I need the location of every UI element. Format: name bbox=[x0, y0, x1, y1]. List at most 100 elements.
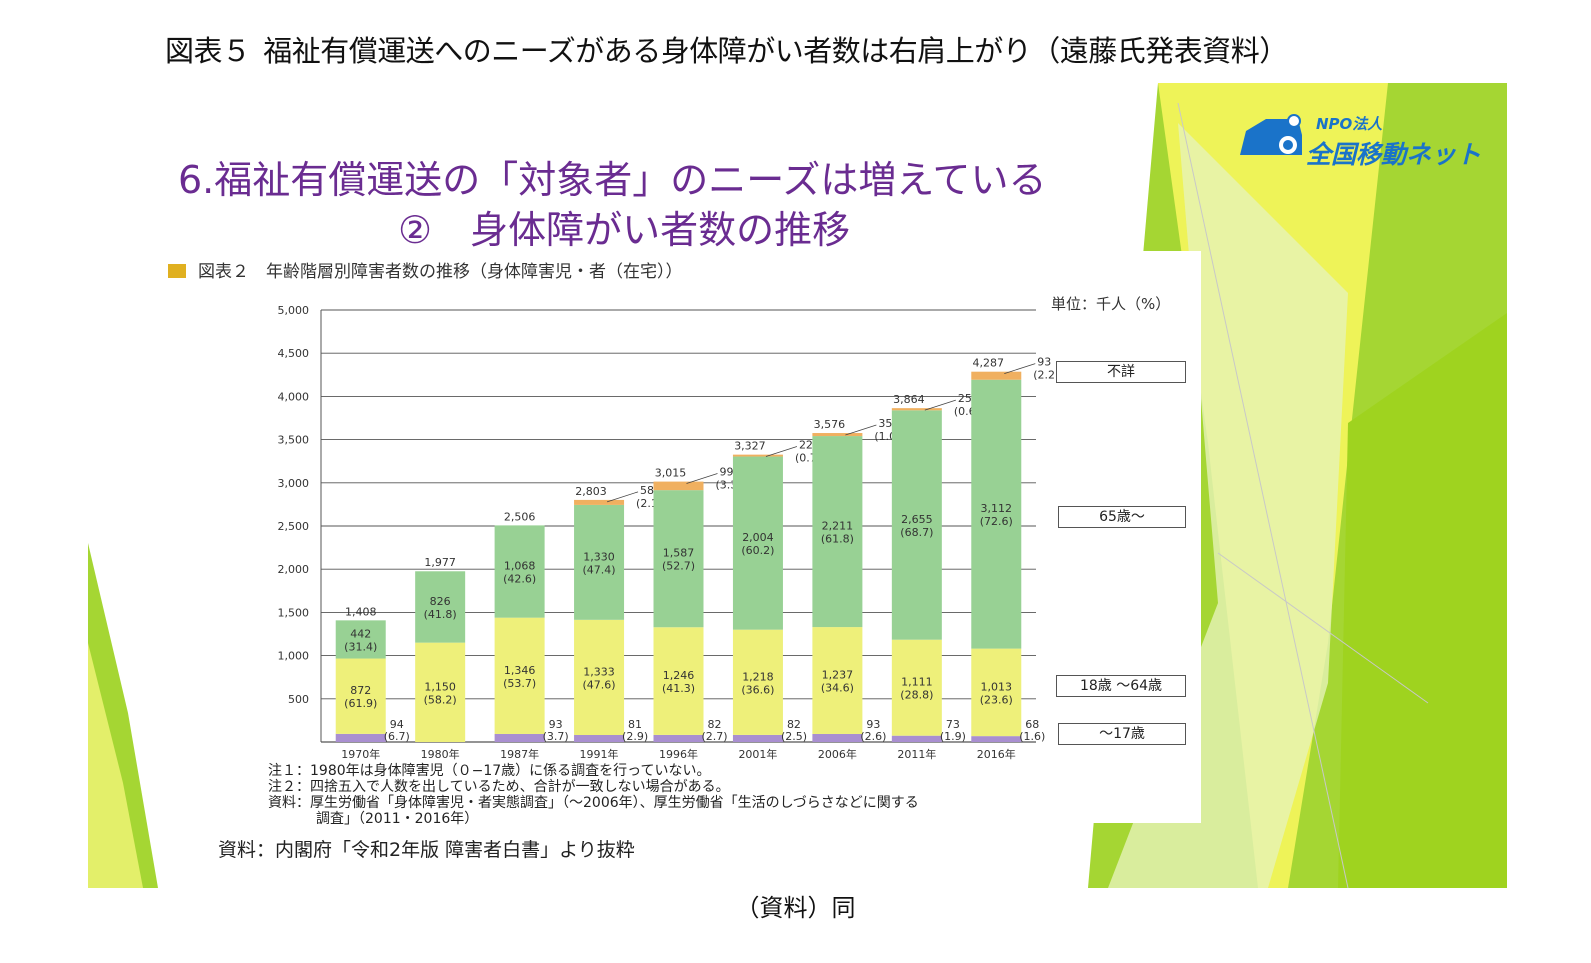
bar-segment-18歳〜64歳 bbox=[415, 642, 466, 742]
note-source: 資料：厚生労働省「身体障害児・者実態調査」（〜2006年）、厚生労働省「生活のし… bbox=[268, 795, 919, 811]
x-tick-label: 2001年 bbox=[738, 747, 777, 761]
bar-segment-65歳〜 bbox=[891, 410, 942, 640]
segment-pct-label: (41.8) bbox=[424, 608, 457, 621]
figure-title: 図表５ 福祉有償運送へのニーズがある身体障がい者数は右肩上がり（遠藤氏発表資料） bbox=[165, 28, 1292, 70]
caption-swatch bbox=[168, 264, 186, 278]
under17-pct-label: (1.9) bbox=[940, 730, 966, 743]
segment-pct-label: (28.8) bbox=[900, 689, 933, 702]
under17-value-label: 94 bbox=[390, 718, 404, 731]
leader-line bbox=[1004, 363, 1036, 374]
under17-pct-label: (2.7) bbox=[702, 730, 728, 743]
segment-value-label: 1,246 bbox=[663, 669, 695, 682]
segment-pct-label: (47.4) bbox=[583, 563, 616, 576]
total-label: 4,287 bbox=[973, 357, 1005, 370]
leader-line bbox=[765, 446, 798, 457]
segment-pct-label: (68.7) bbox=[900, 526, 933, 539]
under17-value-label: 82 bbox=[708, 718, 722, 731]
bar-segment-65歳〜 bbox=[494, 525, 545, 618]
y-tick-label: 2,000 bbox=[278, 563, 310, 576]
bar-segment-65歳〜 bbox=[335, 620, 386, 659]
total-label: 3,327 bbox=[734, 440, 766, 453]
segment-value-label: 442 bbox=[350, 627, 371, 640]
leader-line bbox=[686, 473, 718, 484]
bg-left-yellow bbox=[88, 643, 143, 888]
slide-heading: 6.福祉有償運送の「対象者」のニーズは増えている ② 身体障がい者数の推移 bbox=[178, 155, 1178, 255]
segment-pct-label: (34.6) bbox=[821, 682, 854, 695]
legend-under17: 〜17歳 bbox=[1058, 723, 1186, 745]
legend-18-64: 18歳 〜64歳 bbox=[1056, 675, 1186, 697]
logo-name: 全国移動ネット bbox=[1306, 140, 1482, 169]
unknown-pct-label: (2.2) bbox=[1033, 369, 1059, 382]
segment-pct-label: (36.6) bbox=[741, 683, 774, 696]
under17-pct-label: (2.5) bbox=[781, 730, 807, 743]
bar-segment-不詳 bbox=[574, 499, 625, 505]
y-tick-label: 3,500 bbox=[278, 434, 310, 447]
bar-segment-65歳〜 bbox=[971, 379, 1022, 649]
under17-value-label: 81 bbox=[628, 718, 642, 731]
y-tick-label: 1,000 bbox=[278, 650, 310, 663]
total-label: 1,977 bbox=[424, 556, 456, 569]
bar-segment-18歳〜64歳 bbox=[971, 648, 1022, 737]
segment-pct-label: (60.2) bbox=[741, 544, 774, 557]
y-tick-label: 4,500 bbox=[278, 347, 310, 360]
unknown-value-label: 58 bbox=[640, 484, 654, 497]
total-label: 3,864 bbox=[893, 393, 925, 406]
legend-unknown: 不詳 bbox=[1056, 361, 1186, 383]
under17-value-label: 93 bbox=[549, 718, 563, 731]
x-tick-label: 1987年 bbox=[500, 747, 539, 761]
segment-pct-label: (72.6) bbox=[980, 515, 1013, 528]
bar-segment-不詳 bbox=[653, 481, 704, 491]
unit-label: 単位：千人（%） bbox=[1051, 295, 1171, 313]
bar-segment-18歳〜64歳 bbox=[891, 639, 942, 736]
segment-pct-label: (53.7) bbox=[503, 677, 536, 690]
segment-pct-label: (61.8) bbox=[821, 533, 854, 546]
note-source-cont: 調査」（2011・2016年） bbox=[316, 811, 479, 827]
segment-value-label: 2,655 bbox=[901, 513, 933, 526]
total-label: 1,408 bbox=[345, 605, 377, 618]
segment-pct-label: (41.3) bbox=[662, 682, 695, 695]
bar-segment-18歳〜64歳 bbox=[335, 658, 386, 734]
under17-value-label: 82 bbox=[787, 718, 801, 731]
chart-panel: 図表２ 年齢階層別障害者数の推移（身体障害児・者（在宅）） 単位：千人（%） 5… bbox=[166, 251, 1201, 827]
bar-segment-〜17歳 bbox=[653, 734, 704, 742]
bar-segment-18歳〜64歳 bbox=[494, 617, 545, 734]
bar-segment-〜17歳 bbox=[335, 733, 386, 742]
y-tick-label: 3,000 bbox=[278, 477, 310, 490]
note-2: 注２：四捨五入で人数を出しているため、合計が一致しない場合がある。 bbox=[268, 779, 730, 795]
unknown-value-label: 93 bbox=[1037, 356, 1051, 369]
under17-value-label: 73 bbox=[946, 718, 960, 731]
unknown-value-label: 35 bbox=[878, 417, 892, 430]
bar-segment-65歳〜 bbox=[732, 456, 783, 630]
x-tick-label: 1991年 bbox=[580, 747, 619, 761]
y-tick-label: 500 bbox=[288, 693, 309, 706]
segment-value-label: 1,330 bbox=[583, 550, 615, 563]
unknown-value-label: 99 bbox=[720, 466, 734, 479]
under17-value-label: 93 bbox=[866, 718, 880, 731]
bar-segment-〜17歳 bbox=[971, 736, 1022, 742]
segment-pct-label: (23.6) bbox=[980, 693, 1013, 706]
bar-chart: 500 1,000 1,500 2,000 2,500 3,000 3,500 4,000 4,… bbox=[278, 304, 1060, 761]
figure-title-label: 図表５ bbox=[165, 34, 251, 68]
y-tick-label: 5,000 bbox=[278, 304, 310, 317]
segment-value-label: 2,004 bbox=[742, 531, 774, 544]
heading-line-1: 6.福祉有償運送の「対象者」のニーズは増えている bbox=[178, 158, 1047, 202]
heading-line-2: ② 身体障がい者数の推移 bbox=[398, 208, 851, 252]
car-icon bbox=[1240, 114, 1302, 155]
leader-line bbox=[606, 491, 639, 503]
segment-value-label: 1,111 bbox=[901, 676, 933, 689]
bar-segment-65歳〜 bbox=[653, 490, 704, 628]
slide: 6.福祉有償運送の「対象者」のニーズは増えている ② 身体障がい者数の推移 NP… bbox=[88, 83, 1507, 888]
total-label: 2,506 bbox=[504, 510, 535, 523]
legend-65plus: 65歳〜 bbox=[1058, 506, 1186, 528]
bg-right-bright bbox=[1338, 313, 1507, 888]
x-tick-label: 1980年 bbox=[421, 747, 460, 761]
bar-segment-不詳 bbox=[971, 371, 1022, 380]
unknown-value-label: 25 bbox=[958, 392, 972, 405]
segment-pct-label: (52.7) bbox=[662, 560, 695, 573]
bar-segment-65歳〜 bbox=[574, 504, 625, 620]
y-tick-label: 1,500 bbox=[278, 606, 310, 619]
bar-segment-18歳〜64歳 bbox=[812, 627, 863, 734]
bar-segment-65歳〜 bbox=[812, 436, 863, 628]
x-tick-label: 1970年 bbox=[341, 747, 380, 761]
bar-segment-〜17歳 bbox=[494, 733, 545, 742]
